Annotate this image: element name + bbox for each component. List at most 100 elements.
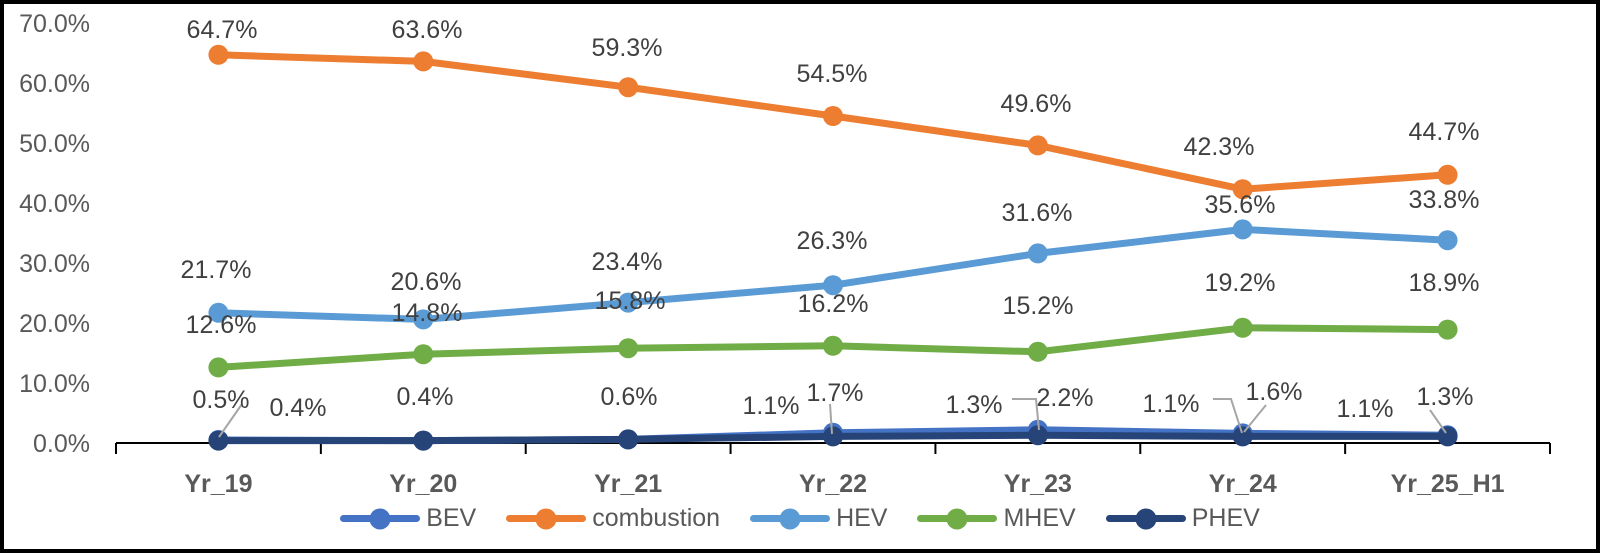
leader-line	[1213, 398, 1243, 434]
y-axis-tick-label: 70.0%	[19, 10, 90, 38]
data-point-phev	[1437, 426, 1458, 447]
data-label: 19.2%	[1205, 269, 1276, 297]
data-point-mhev	[1437, 319, 1458, 340]
x-axis-labels: Yr_19 Yr_20 Yr_21 Yr_22 Yr_23 Yr_24 Yr_25_H1	[184, 470, 1504, 498]
data-point-combustion	[208, 44, 229, 65]
data-point-combustion	[1437, 164, 1458, 185]
data-label: 0.4%	[397, 383, 454, 411]
legend-marker-mhev	[917, 508, 998, 529]
leader-line	[829, 403, 833, 435]
data-point-combustion	[823, 106, 843, 126]
legend-marker-bev	[340, 508, 421, 529]
data-point-phev	[823, 426, 843, 447]
data-point-combustion	[1232, 179, 1253, 200]
data-point-hev	[618, 292, 639, 313]
legend-label: PHEV	[1191, 504, 1260, 532]
legend-marker-dot	[369, 508, 391, 529]
data-point-phev	[618, 429, 639, 450]
data-labels-mhev: 12.6% 14.8% 15.8% 16.2% 15.2% 19.2% 18.9%	[186, 269, 1480, 339]
data-point-mhev	[208, 357, 229, 378]
legend-marker-phev	[1105, 508, 1186, 529]
data-label: 0.6%	[601, 383, 658, 411]
data-label: 23.4%	[592, 248, 663, 276]
data-point-combustion	[618, 77, 639, 98]
leader-line	[218, 403, 243, 438]
series-combustion	[208, 44, 1458, 200]
legend-marker-hev	[750, 508, 831, 529]
y-axis-tick-label: 10.0%	[19, 370, 90, 398]
legend-label: HEV	[836, 504, 888, 532]
leader-line	[1429, 409, 1447, 434]
legend-marker-dot	[535, 508, 557, 529]
x-axis-category-label: Yr_21	[594, 470, 662, 498]
chart-legend: BEV combustion HEV MHEV PHEV	[0, 504, 1600, 533]
data-point-phev	[1232, 426, 1253, 447]
data-point-combustion	[1027, 135, 1048, 156]
data-label: 0.5%	[193, 386, 250, 414]
x-axis-category-label: Yr_19	[184, 470, 252, 498]
data-point-combustion	[413, 51, 434, 72]
leader-line	[1012, 398, 1040, 431]
legend-label: MHEV	[1003, 504, 1076, 532]
data-label: 49.6%	[1001, 90, 1072, 118]
data-point-hev	[1437, 230, 1458, 251]
data-label: 1.3%	[1417, 383, 1474, 411]
data-label: 1.3%	[946, 391, 1003, 419]
data-point-phev	[413, 430, 434, 451]
data-point-phev	[208, 430, 229, 451]
data-label: 21.7%	[181, 256, 252, 284]
data-label: 1.1%	[1337, 395, 1394, 423]
x-axis-category-label: Yr_23	[1004, 470, 1072, 498]
data-label: 1.1%	[743, 392, 800, 420]
data-point-mhev	[413, 344, 434, 365]
data-label: 1.1%	[1143, 390, 1200, 418]
data-label: 54.5%	[797, 60, 868, 88]
leader-line	[1243, 404, 1267, 433]
data-label: 44.7%	[1409, 118, 1480, 146]
legend-marker-dot	[1135, 508, 1157, 529]
y-axis-tick-label: 0.0%	[33, 430, 90, 458]
data-label: 63.6%	[392, 16, 463, 44]
legend-item-mhev[interactable]: MHEV	[917, 504, 1076, 533]
data-point-mhev	[1232, 317, 1253, 338]
x-axis-category-label: Yr_22	[799, 470, 867, 498]
legend-item-phev[interactable]: PHEV	[1105, 504, 1260, 533]
data-label: 14.8%	[392, 299, 463, 327]
legend-marker-dot	[946, 508, 968, 529]
data-point-hev	[823, 275, 843, 296]
series-mhev	[208, 317, 1458, 378]
x-axis-category-label: Yr_25_H1	[1391, 470, 1505, 498]
data-label: 16.2%	[798, 290, 869, 318]
y-axis-tick-label: 30.0%	[19, 250, 90, 278]
data-label: 15.2%	[1003, 292, 1074, 320]
legend-item-hev[interactable]: HEV	[750, 504, 887, 533]
data-label: 1.6%	[1246, 378, 1303, 406]
y-axis-tick-label: 20.0%	[19, 310, 90, 338]
legend-item-bev[interactable]: BEV	[340, 504, 476, 533]
data-label: 31.6%	[1002, 199, 1073, 227]
legend-item-combustion[interactable]: combustion	[506, 504, 720, 533]
data-label: 42.3%	[1184, 133, 1255, 161]
data-label: 15.8%	[595, 287, 666, 315]
series-hev	[208, 219, 1458, 330]
data-point-mhev	[1027, 341, 1048, 362]
data-point-mhev	[823, 335, 843, 356]
data-label: 33.8%	[1409, 186, 1480, 214]
legend-marker-dot	[779, 508, 801, 529]
data-label: 59.3%	[592, 34, 663, 62]
data-labels-combustion: 64.7% 63.6% 59.3% 54.5% 49.6% 42.3% 44.7%	[187, 16, 1480, 161]
data-labels-hev: 21.7% 20.6% 23.4% 26.3% 31.6% 35.6% 33.8%	[181, 186, 1480, 296]
legend-marker-combustion	[506, 508, 587, 529]
data-point-mhev	[618, 338, 639, 359]
data-label: 18.9%	[1409, 269, 1480, 297]
y-axis-tick-label: 60.0%	[19, 70, 90, 98]
data-point-hev	[208, 302, 229, 323]
data-point-hev	[1232, 219, 1253, 240]
data-label: 35.6%	[1205, 191, 1276, 219]
legend-label: BEV	[426, 504, 477, 532]
y-axis-tick-label: 50.0%	[19, 130, 90, 158]
data-labels-phev: 0.4% 1.1% 1.3% 1.1% 1.1%	[270, 390, 1394, 423]
data-point-hev	[413, 309, 434, 330]
